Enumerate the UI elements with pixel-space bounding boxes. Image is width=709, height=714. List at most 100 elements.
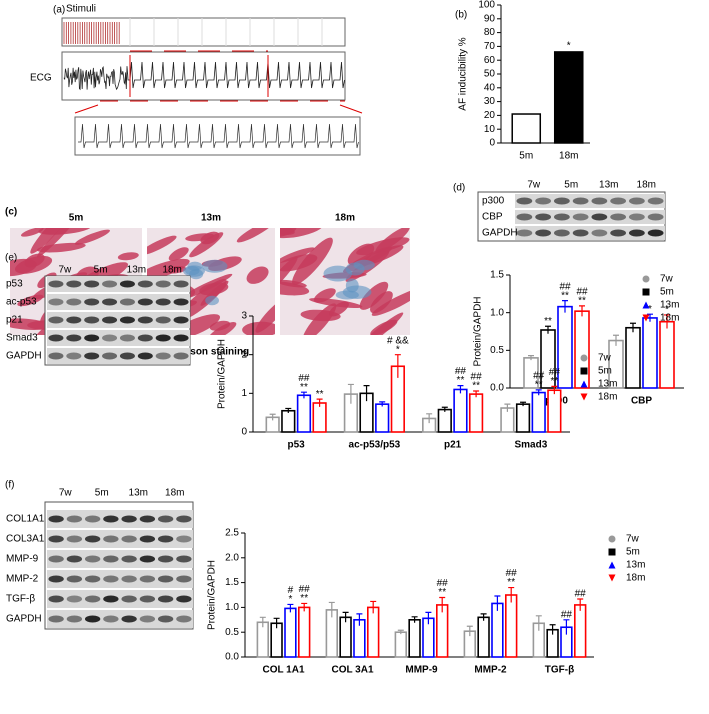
significance: ** <box>457 375 465 386</box>
lane-label: 5m <box>564 180 578 191</box>
blot-strip <box>47 312 190 328</box>
blot-band <box>176 575 192 583</box>
x-tick-label: COL 1A1 <box>262 665 304 676</box>
significance: * <box>665 305 669 316</box>
muscle-fiber <box>246 266 269 284</box>
significance: ## <box>533 370 545 381</box>
blot-band <box>84 615 101 623</box>
blot-band <box>629 197 645 205</box>
error-bar <box>613 334 619 346</box>
blot-band <box>84 595 101 603</box>
bar <box>296 394 312 433</box>
error-bar <box>494 595 501 611</box>
caption: Masson staining <box>171 347 249 358</box>
blot-band <box>84 352 100 360</box>
ecg-trace <box>63 61 345 91</box>
blot-band <box>66 298 82 306</box>
significance: * <box>288 594 292 605</box>
lane-label: 13m <box>129 488 148 499</box>
muscle-fiber <box>292 237 333 286</box>
bar <box>270 622 283 658</box>
error-bar <box>301 602 308 612</box>
error-bar <box>545 325 551 334</box>
blot-band <box>137 298 153 306</box>
y-tick-label: 10 <box>484 124 496 135</box>
blot-band <box>103 535 119 543</box>
blot-band <box>157 595 174 603</box>
y-tick-label: 1.0 <box>225 602 239 613</box>
significance: ## <box>575 589 587 600</box>
legend-label: 7w <box>626 534 640 545</box>
error-bar <box>579 305 585 317</box>
blot-band <box>157 515 174 523</box>
x-tick-label: p21 <box>444 440 462 451</box>
bar <box>547 389 562 433</box>
significance: # <box>288 585 294 596</box>
x-tick-label: Smad3 <box>514 440 547 451</box>
blot-band <box>102 280 118 288</box>
blot-band <box>121 555 137 563</box>
blot-band <box>119 298 135 306</box>
error-bar <box>647 313 653 322</box>
error-bar <box>411 616 418 623</box>
blot-band <box>66 515 83 523</box>
row-label: GAPDH <box>6 351 42 362</box>
y-tick-label: 20 <box>484 110 496 121</box>
y-tick-label: 3 <box>241 311 247 322</box>
panel-label: (b) <box>455 10 467 21</box>
legend-label: 18m <box>626 573 645 584</box>
blot-band <box>139 515 156 523</box>
blot-band <box>66 555 83 563</box>
blot-strip <box>47 330 190 346</box>
error-bar <box>562 300 568 313</box>
bar <box>256 621 269 658</box>
row-label: COL1A1 <box>6 514 45 525</box>
blot-band <box>157 615 174 623</box>
blot-strip <box>47 294 190 310</box>
blot-strip <box>47 610 193 628</box>
blot-band <box>121 515 137 523</box>
blot-band <box>84 298 100 306</box>
error-bar <box>577 598 584 611</box>
bar <box>574 310 590 389</box>
blot-band <box>102 298 118 306</box>
muscle-fiber <box>313 288 336 303</box>
muscle-fiber <box>357 312 404 335</box>
y-tick-label: 1.5 <box>225 577 239 588</box>
muscle-fiber <box>14 255 53 274</box>
collagen <box>353 259 375 271</box>
lane-label: 7w <box>527 180 541 191</box>
blot-strip <box>47 590 193 608</box>
significance: ** <box>472 381 480 392</box>
blot-band <box>137 352 153 360</box>
bar <box>281 409 296 433</box>
blot-band <box>173 298 189 306</box>
muscle-fiber <box>147 258 190 281</box>
y-tick-label: 100 <box>478 0 495 11</box>
legend-label: 13m <box>660 300 679 311</box>
y-tick-label: 1.5 <box>490 270 504 281</box>
muscle-fiber <box>168 247 189 261</box>
bar <box>553 51 584 144</box>
bar <box>366 606 380 658</box>
blot-band <box>176 615 192 623</box>
blot-band <box>155 334 171 342</box>
bar <box>453 388 468 433</box>
blot-strip <box>47 510 193 528</box>
blot-band <box>102 316 118 324</box>
muscle-fiber <box>30 228 73 254</box>
error-bar <box>441 406 448 412</box>
y-tick-label: 70 <box>484 41 496 52</box>
blot-band <box>516 229 533 237</box>
significance: ## <box>455 366 467 377</box>
bar <box>339 616 352 658</box>
x-tick-label: ac-p53/p53 <box>349 440 401 451</box>
lane-label: 18m <box>637 180 656 191</box>
muscle-fiber <box>117 252 139 261</box>
blot-band <box>572 197 589 205</box>
blot-band <box>535 213 551 221</box>
blot-band <box>173 352 189 360</box>
blot-band <box>139 595 156 603</box>
error-bar <box>342 611 349 623</box>
blot-band <box>554 213 570 221</box>
